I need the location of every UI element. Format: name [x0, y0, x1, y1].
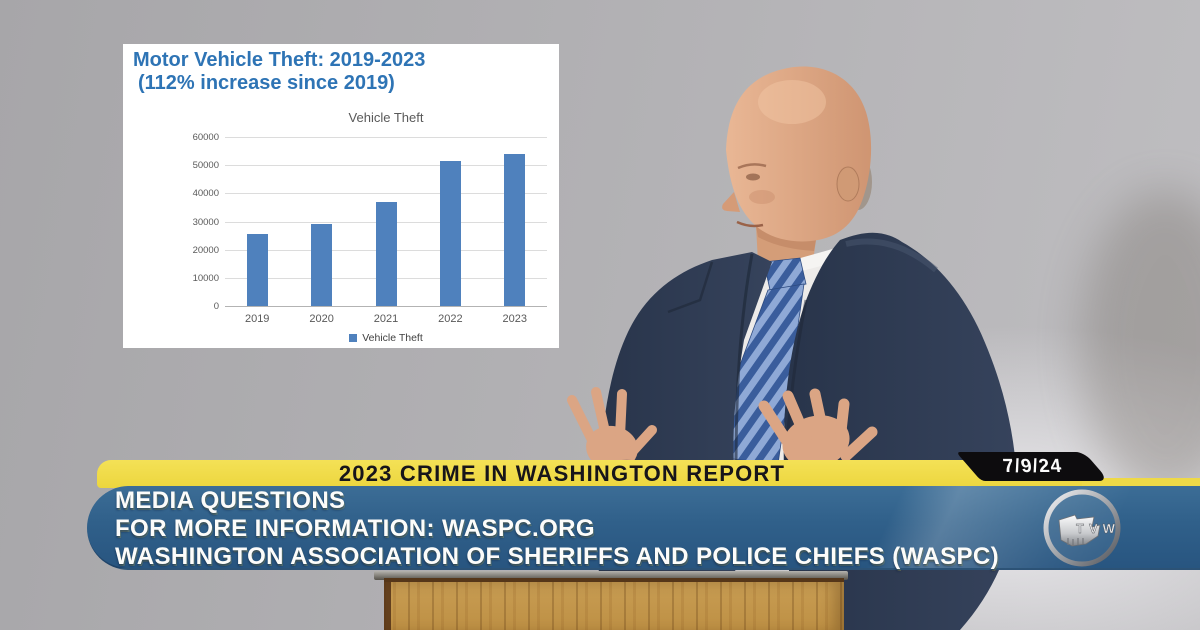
x-tick-label: 2022: [438, 313, 463, 325]
y-tick-label: 50000: [192, 160, 219, 172]
grid-line: [225, 193, 547, 195]
x-axis-line: [225, 306, 547, 307]
lower-third-line-1: MEDIA QUESTIONS: [115, 487, 346, 514]
legend-swatch: [349, 334, 358, 342]
date-text: 7/9/24: [1001, 456, 1064, 477]
lower-third-line-2: FOR MORE INFORMATION: WASPC.ORG: [115, 515, 595, 542]
chart-legend: Vehicle Theft: [225, 332, 547, 344]
headline-bar: 2023 CRIME IN WASHINGTON REPORT: [97, 460, 1082, 488]
x-tick-label: 2023: [502, 313, 528, 325]
x-tick-label: 2019: [244, 313, 270, 325]
date-box: 7/9/24: [956, 452, 1110, 481]
slide-title: Motor Vehicle Theft: 2019-2023 (112% inc…: [133, 49, 425, 95]
bar: [375, 201, 397, 306]
x-tick-label: 2020: [309, 313, 334, 325]
speaker-head: [722, 66, 872, 242]
wall-shadow: [1080, 190, 1200, 500]
grid-line: [225, 137, 547, 138]
grid-line: [225, 165, 547, 167]
chart-title: Vehicle Theft: [348, 110, 424, 125]
slide-title-line2: (112% increase since 2019): [138, 72, 395, 94]
legend-label: Vehicle Theft: [362, 332, 423, 344]
bar: [311, 224, 333, 306]
headline-text: 2023 CRIME IN WASHINGTON REPORT: [338, 461, 786, 486]
x-tick-label: 2021: [373, 313, 399, 325]
logo-text: TVW: [1076, 521, 1120, 536]
tvw-logo: TVW: [1043, 489, 1121, 567]
bar: [504, 153, 526, 306]
lower-third-line-3: WASHINGTON ASSOCIATION OF SHERIFFS AND P…: [115, 543, 1000, 570]
y-tick-label: 0: [213, 301, 219, 312]
headline-bar-strip: [1082, 478, 1200, 488]
slide-title-line1: Motor Vehicle Theft: 2019-2023: [133, 49, 426, 71]
bar: [246, 234, 268, 306]
y-tick-label: 10000: [192, 272, 219, 284]
logo-ridges: [1067, 538, 1084, 546]
y-tick-label: 60000: [192, 132, 219, 143]
lower-third-lines: MEDIA QUESTIONS FOR MORE INFORMATION: WA…: [87, 486, 1200, 571]
lower-third-banner: MEDIA QUESTIONS FOR MORE INFORMATION: WA…: [87, 486, 1200, 570]
bar: [439, 160, 461, 306]
y-tick-label: 30000: [192, 216, 219, 228]
podium: [384, 578, 844, 630]
y-tick-label: 40000: [192, 188, 219, 200]
bar-chart-plot: 0 10000 20000 30000 40000 50000 60000 2019 2020 2…: [193, 132, 547, 325]
slide-overlay: Motor Vehicle Theft: 2019-2023 (112% inc…: [123, 44, 559, 348]
y-tick-label: 20000: [192, 244, 219, 256]
podium-rail: [374, 571, 848, 580]
